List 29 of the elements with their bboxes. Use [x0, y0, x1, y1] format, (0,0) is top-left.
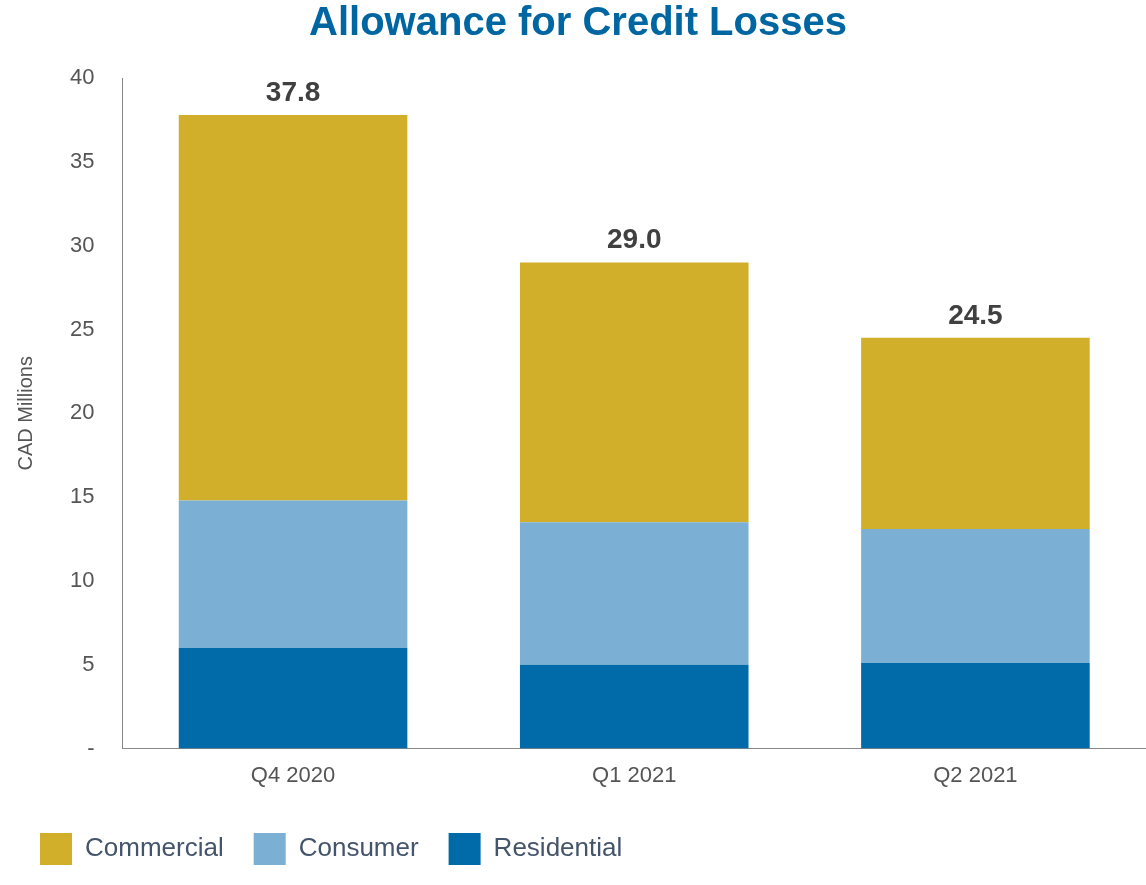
y-tick-label: 35 [69, 147, 95, 173]
legend-label: Commercial [85, 832, 224, 863]
bar [519, 262, 749, 523]
bar [861, 528, 1090, 664]
x-tick-label: Q4 2020 [250, 761, 336, 787]
legend-label: Consumer [298, 832, 419, 863]
y-tick-label: - [87, 734, 95, 760]
y-tick-label: 30 [69, 231, 95, 257]
bar [519, 664, 749, 749]
bar [178, 500, 408, 649]
bar [861, 663, 1090, 749]
y-tick-label: 40 [69, 64, 95, 90]
y-tick-label: 10 [69, 567, 95, 593]
x-tick-label: Q1 2021 [592, 761, 677, 787]
x-tick-label: Q2 2021 [933, 761, 1018, 787]
bar [178, 114, 408, 501]
legend-label: Residential [493, 832, 623, 863]
total-label: 37.8 [265, 75, 321, 107]
y-axis-title: CAD Millions [13, 356, 36, 471]
bar [178, 648, 408, 749]
chart-title: Allowance for Credit Losses [309, 0, 847, 44]
bar [861, 337, 1090, 529]
bar [519, 522, 749, 665]
y-tick-label: 25 [69, 315, 95, 341]
y-tick-label: 20 [69, 399, 95, 425]
total-label: 24.5 [948, 298, 1003, 330]
total-label: 29.0 [606, 223, 662, 255]
y-tick-label: 15 [69, 483, 95, 509]
y-tick-label: 5 [82, 650, 95, 676]
